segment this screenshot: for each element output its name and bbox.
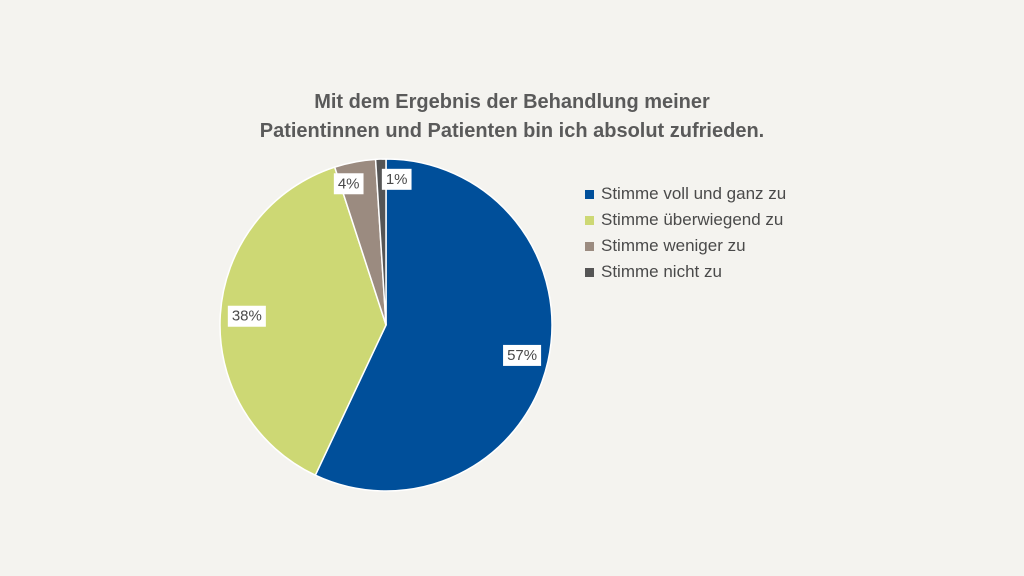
legend-label-nicht: Stimme nicht zu: [601, 262, 722, 281]
legend-swatch-weniger: [585, 241, 594, 251]
data-label-text-ueberwiegend: 38%: [232, 308, 262, 325]
data-label-weniger: 4%: [333, 173, 364, 195]
pie-slice-voll-und-ganz: [314, 158, 553, 492]
legend-swatch-voll-und-ganz: [585, 189, 594, 199]
legend-label-weniger: Stimme weniger zu: [601, 236, 746, 255]
data-label-box-ueberwiegend: [227, 305, 266, 327]
data-label-voll-und-ganz: 57%: [503, 344, 542, 366]
data-label-text-nicht: 1%: [386, 171, 408, 188]
pie-slice-nicht: [374, 158, 387, 326]
chart-title: Mit dem Ergebnis der Behandlung meiner P…: [212, 88, 812, 146]
data-label-text-weniger: 4%: [338, 175, 360, 192]
chart-legend: Stimme voll und ganz zu Stimme überwiege…: [585, 181, 786, 285]
chart-title-line-1: Mit dem Ergebnis der Behandlung meiner: [314, 91, 710, 113]
data-label-box-weniger: [333, 173, 364, 195]
legend-swatch-nicht: [585, 267, 594, 277]
legend-label-ueberwiegend: Stimme überwiegend zu: [601, 210, 784, 229]
legend-item-weniger: Stimme weniger zu: [585, 233, 786, 259]
data-label-nicht: 1%: [381, 168, 412, 190]
data-label-text-voll-und-ganz: 57%: [507, 347, 537, 364]
legend-swatch-ueberwiegend: [585, 215, 594, 225]
chart-title-line-2: Patientinnen und Patienten bin ich absol…: [259, 120, 765, 142]
pie-slice-ueberwiegend: [219, 166, 387, 476]
legend-item-voll-und-ganz: Stimme voll und ganz zu: [585, 181, 786, 207]
legend-label-voll-und-ganz: Stimme voll und ganz zu: [601, 184, 787, 203]
legend-item-nicht: Stimme nicht zu: [585, 259, 786, 285]
data-label-box-nicht: [381, 168, 412, 190]
data-label-box-voll-und-ganz: [503, 344, 542, 366]
legend-item-ueberwiegend: Stimme überwiegend zu: [585, 207, 786, 233]
data-label-ueberwiegend: 38%: [227, 305, 266, 327]
